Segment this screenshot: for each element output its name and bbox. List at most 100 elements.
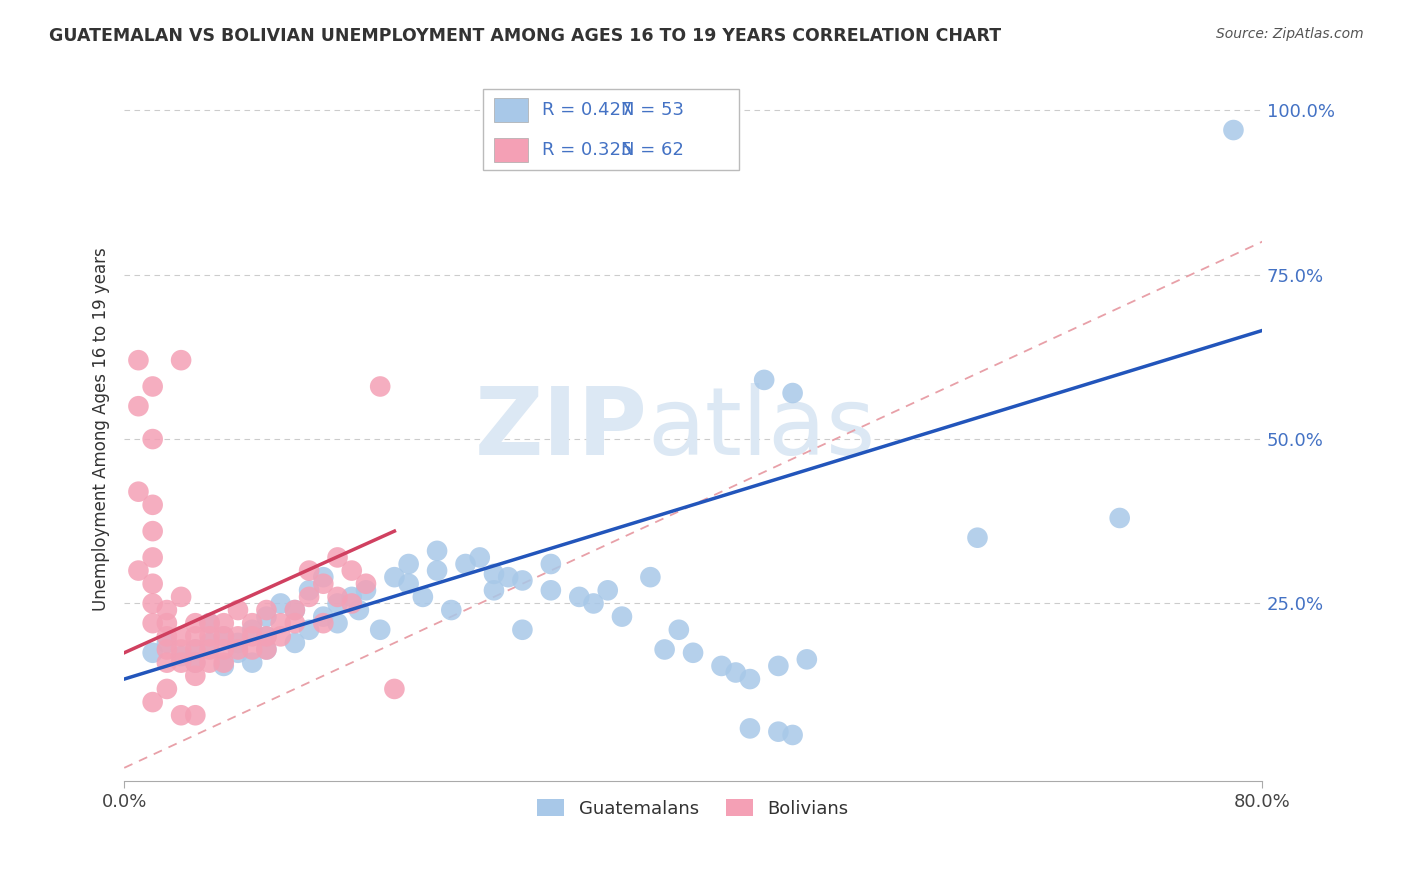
Point bbox=[156, 656, 179, 670]
Point bbox=[347, 603, 370, 617]
Point bbox=[270, 616, 292, 631]
FancyBboxPatch shape bbox=[494, 98, 529, 122]
Point bbox=[156, 681, 179, 696]
Point bbox=[212, 642, 235, 657]
Point bbox=[298, 583, 321, 598]
Point bbox=[127, 399, 149, 413]
Point bbox=[212, 629, 235, 643]
Point bbox=[270, 597, 292, 611]
Point bbox=[298, 564, 321, 578]
Point bbox=[184, 708, 207, 723]
Point bbox=[142, 695, 165, 709]
Point bbox=[426, 544, 449, 558]
Point bbox=[156, 603, 179, 617]
Point bbox=[270, 629, 292, 643]
Point bbox=[368, 623, 391, 637]
Point bbox=[468, 550, 491, 565]
Point bbox=[354, 583, 377, 598]
Text: ZIP: ZIP bbox=[475, 384, 648, 475]
Point bbox=[682, 646, 704, 660]
Point bbox=[184, 656, 207, 670]
Point bbox=[654, 642, 676, 657]
Text: Source: ZipAtlas.com: Source: ZipAtlas.com bbox=[1216, 27, 1364, 41]
Point bbox=[284, 603, 307, 617]
Text: atlas: atlas bbox=[648, 384, 876, 475]
Point bbox=[482, 566, 505, 581]
Point bbox=[426, 564, 449, 578]
Point bbox=[540, 583, 562, 598]
Point bbox=[966, 531, 988, 545]
Point bbox=[668, 623, 690, 637]
Text: GUATEMALAN VS BOLIVIAN UNEMPLOYMENT AMONG AGES 16 TO 19 YEARS CORRELATION CHART: GUATEMALAN VS BOLIVIAN UNEMPLOYMENT AMON… bbox=[49, 27, 1001, 45]
Point bbox=[226, 646, 249, 660]
Point bbox=[170, 648, 193, 663]
Point bbox=[127, 353, 149, 368]
Point bbox=[156, 636, 179, 650]
Point bbox=[796, 652, 818, 666]
Point bbox=[226, 642, 249, 657]
Point bbox=[198, 629, 221, 643]
Point bbox=[142, 524, 165, 538]
Point bbox=[710, 659, 733, 673]
Point bbox=[640, 570, 662, 584]
Point bbox=[298, 590, 321, 604]
Point bbox=[240, 629, 263, 643]
Point bbox=[254, 642, 277, 657]
Point bbox=[326, 590, 349, 604]
Y-axis label: Unemployment Among Ages 16 to 19 years: Unemployment Among Ages 16 to 19 years bbox=[93, 247, 110, 611]
Point bbox=[312, 570, 335, 584]
Point bbox=[284, 616, 307, 631]
Point bbox=[398, 576, 420, 591]
Point bbox=[156, 642, 179, 657]
Point bbox=[184, 669, 207, 683]
Point bbox=[127, 484, 149, 499]
Point bbox=[312, 576, 335, 591]
Point bbox=[384, 570, 406, 584]
Point bbox=[312, 609, 335, 624]
Point bbox=[184, 656, 207, 670]
Point bbox=[142, 498, 165, 512]
Point bbox=[142, 379, 165, 393]
Point bbox=[142, 432, 165, 446]
Point bbox=[326, 550, 349, 565]
Point bbox=[170, 629, 193, 643]
Text: N = 62: N = 62 bbox=[621, 141, 685, 159]
Text: N = 53: N = 53 bbox=[621, 101, 685, 119]
Point bbox=[240, 656, 263, 670]
Point bbox=[738, 722, 761, 736]
Point bbox=[226, 603, 249, 617]
Point bbox=[170, 642, 193, 657]
Point bbox=[724, 665, 747, 680]
Point bbox=[768, 724, 790, 739]
Point bbox=[596, 583, 619, 598]
Point bbox=[127, 564, 149, 578]
Point bbox=[782, 728, 804, 742]
Point bbox=[254, 629, 277, 643]
Point bbox=[170, 590, 193, 604]
Point bbox=[368, 379, 391, 393]
Point bbox=[582, 597, 605, 611]
Point bbox=[384, 681, 406, 696]
Point bbox=[184, 629, 207, 643]
Point bbox=[254, 629, 277, 643]
Point bbox=[284, 603, 307, 617]
Point bbox=[226, 636, 249, 650]
Point bbox=[440, 603, 463, 617]
Point bbox=[1108, 511, 1130, 525]
Point bbox=[156, 616, 179, 631]
Point bbox=[512, 623, 534, 637]
Point bbox=[212, 659, 235, 673]
FancyBboxPatch shape bbox=[494, 138, 529, 161]
Point bbox=[240, 642, 263, 657]
Point bbox=[184, 616, 207, 631]
Point bbox=[454, 557, 477, 571]
Point bbox=[184, 642, 207, 657]
Point bbox=[512, 574, 534, 588]
Point bbox=[184, 642, 207, 657]
Point bbox=[312, 616, 335, 631]
Point bbox=[198, 636, 221, 650]
Point bbox=[354, 576, 377, 591]
Point bbox=[326, 616, 349, 631]
Point bbox=[142, 597, 165, 611]
Point bbox=[568, 590, 591, 604]
